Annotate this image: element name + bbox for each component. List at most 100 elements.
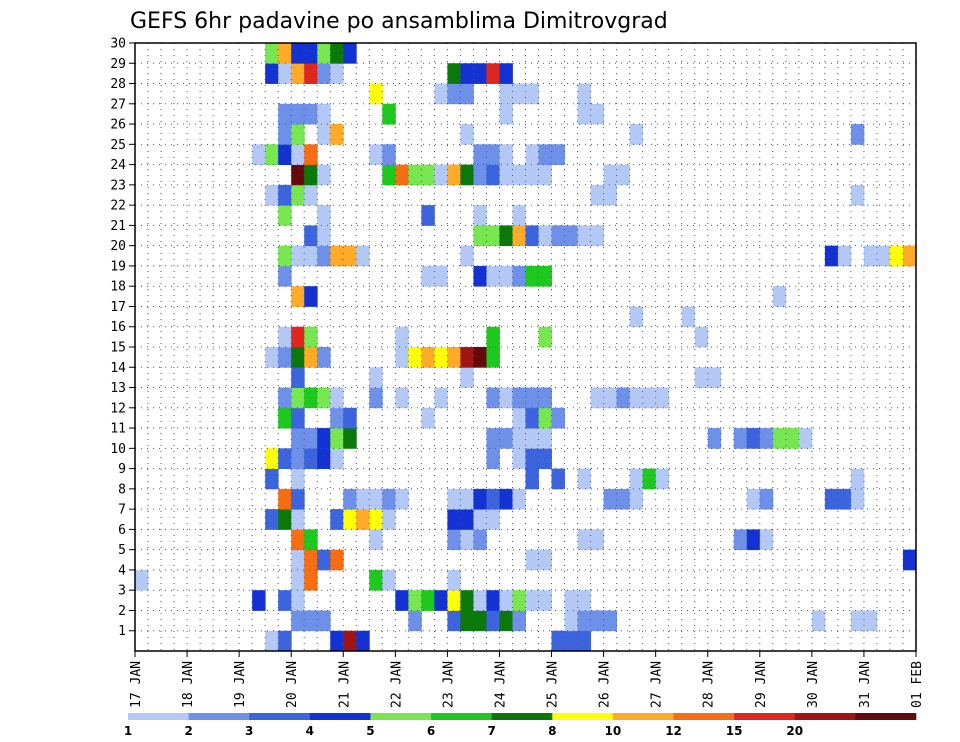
heatmap-cell	[369, 367, 383, 388]
legend-swatch	[431, 713, 492, 720]
legend-label: 4	[306, 724, 314, 738]
heatmap-cell	[291, 63, 305, 84]
heatmap-cell	[421, 347, 435, 368]
x-axis-ticks: 17 JAN 18 JAN 19 JAN 20 JAN 21 JAN 22 JAN 23 J…	[129, 651, 925, 708]
heatmap-cell	[395, 326, 409, 348]
heatmap-cell	[499, 610, 513, 632]
heatmap-cell	[447, 509, 461, 530]
heatmap-cell	[629, 488, 644, 510]
heatmap-cell	[356, 509, 370, 530]
heatmap-cell	[603, 488, 618, 510]
heatmap-cell	[564, 610, 578, 632]
heatmap-cell	[330, 63, 344, 84]
legend-label: 7	[488, 724, 496, 738]
heatmap-cell	[278, 265, 292, 287]
x-tick-label: 18 JAN	[181, 661, 196, 708]
y-tick-label: 18	[110, 280, 126, 295]
y-tick-label: 23	[110, 178, 126, 193]
x-tick-label: 27 JAN	[650, 661, 665, 708]
heatmap-cell	[278, 347, 292, 368]
heatmap-cell	[382, 144, 396, 165]
heatmap-cell	[330, 245, 344, 267]
heatmap-cell	[486, 590, 500, 611]
heatmap-cell	[343, 509, 357, 530]
heatmap-cell	[486, 63, 500, 84]
heatmap-cell	[421, 205, 435, 226]
heatmap-cell	[564, 590, 578, 611]
heatmap-cell	[473, 590, 487, 611]
heatmap-cell	[681, 306, 696, 328]
heatmap-cell	[538, 428, 552, 449]
heatmap-cell	[850, 610, 865, 632]
heatmap-cell	[473, 529, 487, 551]
heatmap-cell	[408, 347, 422, 368]
heatmap-cell	[577, 630, 591, 652]
heatmap-cell	[304, 428, 318, 449]
heatmap-cell	[304, 225, 318, 247]
heatmap-cell	[382, 164, 396, 186]
heatmap-cell	[278, 630, 292, 652]
heatmap-cell	[252, 144, 266, 165]
x-tick-label: 17 JAN	[129, 661, 144, 708]
heatmap-cell	[551, 225, 565, 247]
heatmap-cell	[265, 184, 279, 206]
heatmap-cell	[369, 144, 383, 165]
heatmap-cell	[512, 448, 526, 469]
heatmap-cell	[304, 326, 318, 348]
heatmap-cell	[278, 387, 292, 409]
x-tick-label: 30 JAN	[806, 661, 821, 708]
heatmap-cell	[525, 144, 539, 165]
heatmap-cell	[824, 245, 839, 267]
heatmap-cell	[408, 164, 422, 186]
heatmap-cell	[486, 387, 500, 409]
legend-swatch	[370, 713, 432, 720]
heatmap-cell	[291, 549, 305, 571]
y-tick-label: 20	[110, 239, 126, 254]
heatmap-cell	[512, 428, 526, 449]
chart-title: GEFS 6hr padavine po ansamblima Dimitrov…	[130, 9, 668, 34]
heatmap-cell	[902, 245, 917, 267]
heatmap-cell	[304, 610, 318, 632]
heatmap-cell	[486, 326, 500, 348]
heatmap-cell	[291, 103, 305, 125]
heatmap-cell	[564, 225, 578, 247]
heatmap-cell	[278, 509, 292, 530]
x-tick-label: 22 JAN	[389, 661, 404, 708]
heatmap-cell	[291, 347, 305, 368]
heatmap-cell	[278, 103, 292, 125]
heatmap-cell	[291, 387, 305, 409]
legend-swatch	[188, 713, 250, 720]
heatmap-cell	[577, 83, 591, 105]
heatmap-cell	[525, 387, 539, 409]
heatmap-cell	[460, 488, 474, 510]
x-tick-label: 29 JAN	[754, 661, 769, 708]
y-tick-label: 22	[110, 199, 126, 214]
heatmap-cell	[603, 610, 618, 632]
y-tick-label: 9	[118, 462, 126, 477]
y-tick-label: 5	[118, 543, 126, 558]
heatmap-cell	[278, 43, 292, 64]
heatmap-cell	[538, 448, 552, 469]
heatmap-cell	[291, 488, 305, 510]
heatmap-cell	[291, 124, 305, 145]
heatmap-cell	[317, 124, 331, 145]
legend-label: 6	[427, 724, 435, 738]
heatmap-cell	[538, 407, 552, 429]
heatmap-cell	[278, 326, 292, 348]
y-tick-label: 8	[118, 482, 126, 497]
heatmap-cell	[291, 184, 305, 206]
heatmap-cell	[538, 164, 552, 186]
heatmap-cell	[356, 630, 370, 652]
heatmap-cell	[460, 164, 474, 186]
legend-swatch	[249, 713, 311, 720]
heatmap-cell	[525, 407, 539, 429]
heatmap-cell	[473, 225, 487, 247]
heatmap-cell	[304, 63, 318, 84]
y-tick-label: 14	[110, 361, 126, 376]
heatmap-cell	[356, 488, 370, 510]
heatmap-cell	[473, 610, 487, 632]
heatmap-cell	[291, 428, 305, 449]
heatmap-cell	[304, 245, 318, 267]
heatmap-cell	[538, 144, 552, 165]
